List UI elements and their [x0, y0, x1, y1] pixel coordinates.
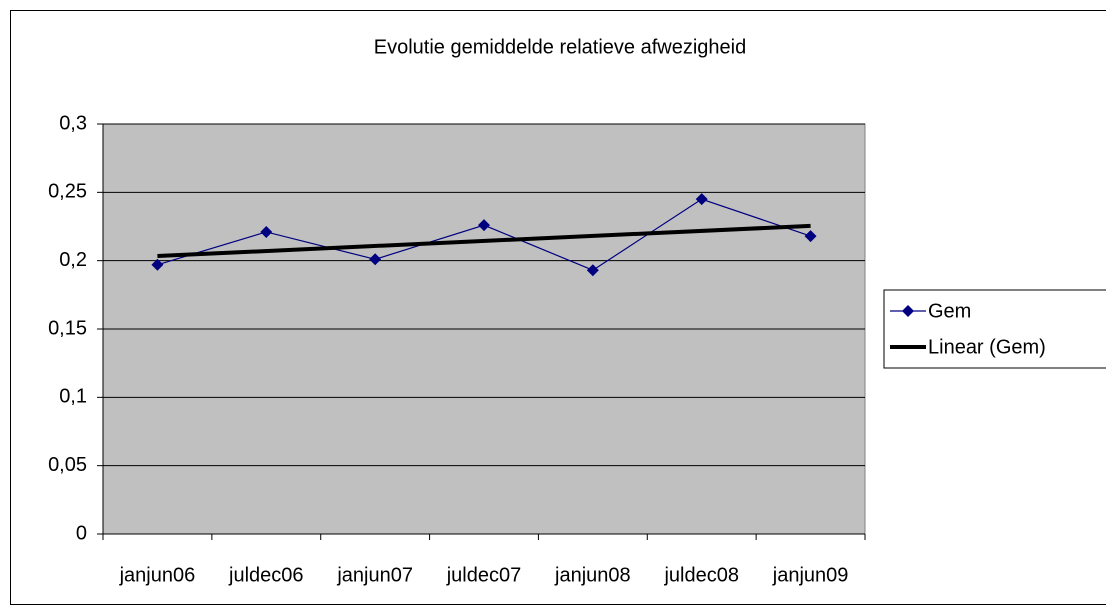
y-tick-label: 0 — [76, 522, 87, 544]
x-tick-label: juldec06 — [228, 564, 304, 586]
legend-label: Gem — [928, 300, 971, 322]
marker — [695, 193, 708, 206]
legend-box — [883, 289, 1106, 369]
y-tick-label: 0,05 — [48, 454, 87, 476]
marker — [369, 253, 382, 266]
x-tick-label: juldec07 — [446, 564, 522, 586]
x-tick-label: juldec08 — [663, 564, 739, 586]
y-tick-label: 0,1 — [59, 386, 87, 408]
y-tick-label: 0,15 — [48, 317, 87, 339]
x-tick-label: janjun06 — [119, 564, 196, 586]
trendline — [157, 223, 811, 259]
chart-border — [10, 10, 1106, 605]
marker — [478, 219, 490, 232]
y-tick-label: 0,2 — [59, 249, 87, 271]
marker — [260, 225, 273, 238]
marker — [151, 258, 164, 271]
x-tick-label: janjun08 — [554, 564, 631, 586]
y-tick-label: 0,25 — [48, 181, 87, 203]
marker — [804, 230, 817, 243]
y-tick-label: 0,3 — [59, 112, 87, 134]
chart-title: Evolutie gemiddelde relatieve afwezighei… — [374, 36, 746, 58]
x-tick-label: janjun09 — [772, 564, 849, 586]
legend-label: Linear (Gem) — [928, 336, 1046, 358]
x-tick-label: janjun07 — [336, 564, 413, 586]
marker — [586, 264, 599, 277]
legend-marker — [902, 305, 914, 317]
